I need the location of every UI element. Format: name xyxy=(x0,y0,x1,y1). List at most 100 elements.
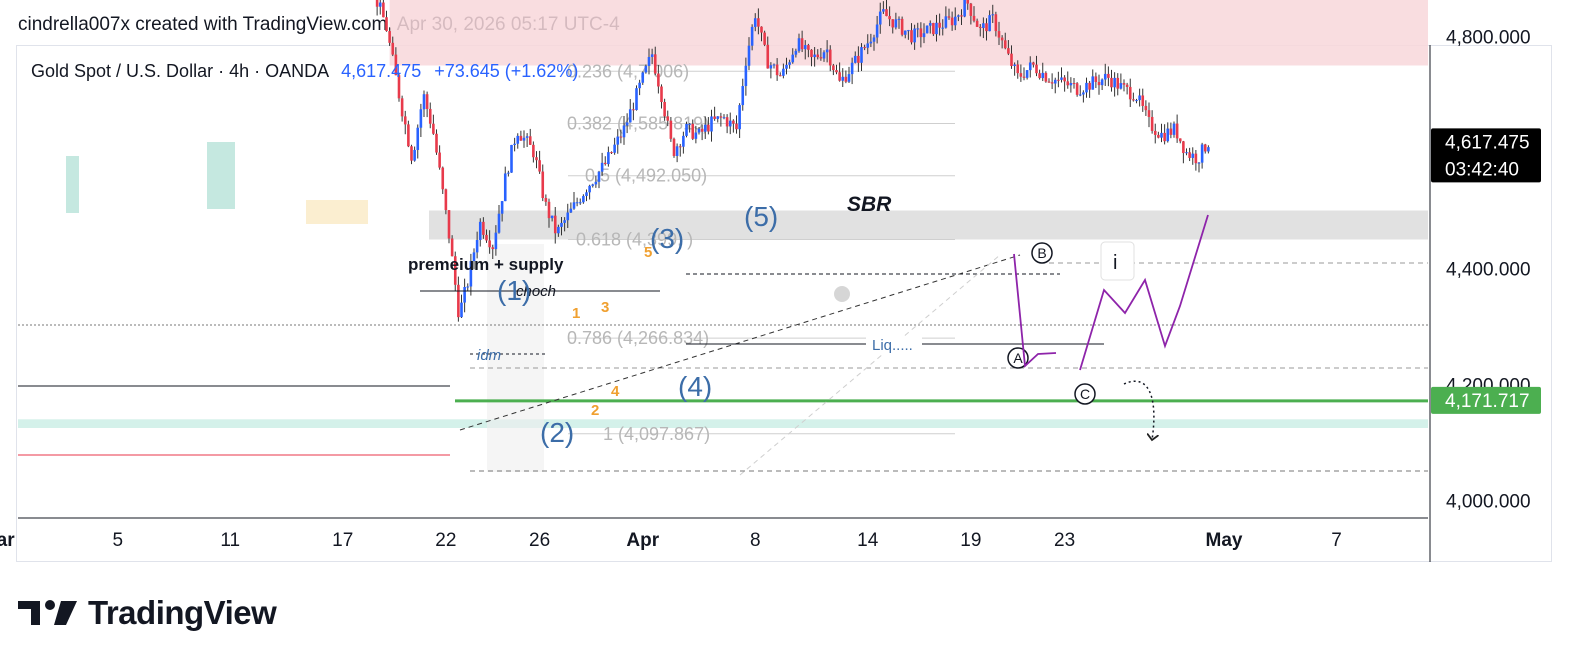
candle xyxy=(541,164,545,202)
demand-box-1 xyxy=(66,156,79,213)
price-tag xyxy=(1431,128,1541,183)
candle xyxy=(444,188,448,215)
candle-body xyxy=(1157,134,1160,138)
candle-body xyxy=(913,28,916,43)
candle-body xyxy=(900,18,904,35)
candle-body xyxy=(807,45,810,50)
candle xyxy=(663,98,666,121)
candle xyxy=(653,46,657,76)
candle-body xyxy=(1132,99,1135,101)
candle xyxy=(938,13,941,36)
symbol-legend[interactable]: Gold Spot / U.S. Dollar · 4h · OANDA 4,6… xyxy=(31,61,578,82)
candle-body xyxy=(838,72,841,81)
candle xyxy=(453,251,457,291)
candle-body xyxy=(1019,73,1023,77)
candle-body xyxy=(563,220,566,223)
candle-body xyxy=(857,55,860,63)
candle xyxy=(425,91,429,118)
candle xyxy=(847,66,851,83)
candle-body xyxy=(438,152,441,168)
candle-body xyxy=(741,86,745,106)
candle-body xyxy=(875,24,879,38)
candle-body xyxy=(494,232,498,250)
candle xyxy=(660,84,663,109)
time-tick-label: 8 xyxy=(750,530,761,551)
candle-body xyxy=(1085,82,1088,93)
candle xyxy=(757,8,760,35)
candle xyxy=(966,0,970,10)
candle xyxy=(482,217,485,239)
price-tag-label: 4,171.717 xyxy=(1445,391,1530,412)
info-callout[interactable] xyxy=(1100,241,1135,281)
candle xyxy=(1013,62,1016,76)
tradingview-logo[interactable]: TradingView xyxy=(18,594,277,632)
candle-body xyxy=(1110,77,1113,88)
candle-body xyxy=(885,9,888,17)
candle xyxy=(863,44,866,51)
candle-body xyxy=(994,14,998,32)
candle xyxy=(1053,77,1057,94)
candle-body xyxy=(1103,73,1107,80)
candle xyxy=(441,166,445,195)
candle xyxy=(963,0,966,18)
candle xyxy=(994,11,998,37)
purple-projection-abc xyxy=(1013,253,1057,368)
candle-body xyxy=(772,64,776,66)
candle-body xyxy=(969,3,973,16)
candle xyxy=(535,151,538,169)
candle-body xyxy=(1032,62,1035,65)
candle-body xyxy=(457,284,460,318)
candle-body xyxy=(385,17,388,32)
candle xyxy=(413,146,416,162)
candle-body xyxy=(1097,82,1101,86)
candle-body xyxy=(1091,76,1095,90)
candle-body xyxy=(1138,95,1141,101)
candle-body xyxy=(1153,130,1157,135)
candle-body xyxy=(538,160,541,172)
candle-body xyxy=(747,45,751,66)
candle xyxy=(1025,70,1029,80)
candle xyxy=(1075,82,1079,97)
candle-body xyxy=(378,2,382,7)
candle xyxy=(450,235,454,257)
candle-body xyxy=(663,101,666,117)
candle xyxy=(616,129,620,154)
candle xyxy=(1160,123,1163,143)
candle xyxy=(547,198,551,228)
candle-body xyxy=(644,65,648,73)
candle xyxy=(469,253,473,296)
candle xyxy=(1166,122,1170,143)
candle-body xyxy=(632,109,635,111)
candle xyxy=(916,22,920,38)
candle-body xyxy=(888,16,891,20)
candle xyxy=(538,150,541,174)
candle-body xyxy=(416,127,420,150)
candle-body xyxy=(1141,95,1145,106)
purple-projection-zigzag xyxy=(1079,214,1209,371)
candle xyxy=(416,124,420,159)
candle xyxy=(1007,40,1010,56)
candle-body xyxy=(860,47,863,63)
candle-body xyxy=(960,15,963,17)
time-tick-label: 5 xyxy=(112,530,123,551)
candle-body xyxy=(935,22,938,35)
candle xyxy=(666,110,670,127)
candle xyxy=(719,112,723,127)
candle-body xyxy=(625,122,629,126)
candle-body xyxy=(1119,83,1123,89)
candle xyxy=(1150,110,1154,134)
wave-label-3: (3) xyxy=(650,223,684,254)
candle-body xyxy=(513,143,516,145)
candle xyxy=(591,183,595,188)
candle xyxy=(1088,80,1091,98)
candle xyxy=(1066,71,1070,89)
candle xyxy=(772,63,776,69)
candle-body xyxy=(1066,81,1070,86)
candle-body xyxy=(703,124,707,132)
supply-box xyxy=(306,200,368,224)
candle-body xyxy=(732,120,735,124)
candle-body xyxy=(397,75,401,99)
candle xyxy=(1141,88,1145,112)
candle xyxy=(1032,61,1035,68)
